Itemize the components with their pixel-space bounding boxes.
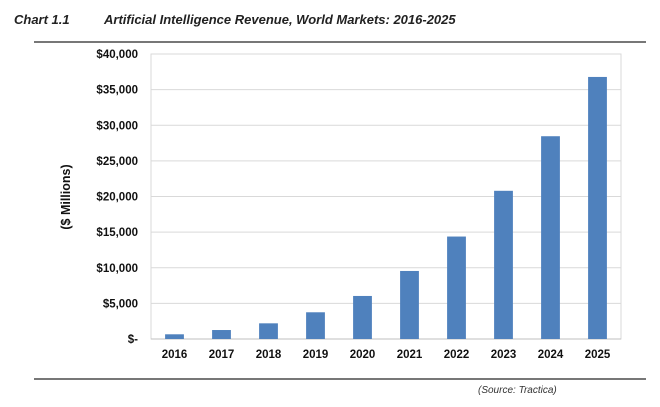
bottom-rule bbox=[34, 378, 646, 380]
x-tick-label: 2017 bbox=[209, 349, 235, 361]
top-rule bbox=[34, 41, 646, 43]
chart-number: Chart 1.1 bbox=[14, 12, 70, 27]
y-tick-label: $10,000 bbox=[96, 263, 138, 275]
bar-2021 bbox=[400, 270, 419, 339]
x-tick-label: 2021 bbox=[397, 349, 423, 361]
bar-2025 bbox=[588, 76, 607, 339]
x-tick-label: 2016 bbox=[162, 349, 188, 361]
y-tick-label: $25,000 bbox=[96, 156, 138, 168]
bar-2022 bbox=[447, 236, 466, 339]
bar-2020 bbox=[353, 295, 372, 339]
y-tick-label: $15,000 bbox=[96, 227, 138, 239]
y-tick-label: $- bbox=[128, 334, 138, 346]
x-tick-label: 2024 bbox=[538, 349, 564, 361]
y-tick-label: $20,000 bbox=[96, 192, 138, 204]
source-note: (Source: Tractica) bbox=[478, 385, 557, 396]
chart-title: Artificial Intelligence Revenue, World M… bbox=[104, 12, 456, 27]
x-tick-label: 2022 bbox=[444, 349, 470, 361]
bar-2023 bbox=[494, 190, 513, 339]
y-axis-label: ($ Millions) bbox=[59, 164, 73, 229]
x-tick-label: 2018 bbox=[256, 349, 282, 361]
bar-2018 bbox=[259, 323, 278, 339]
x-tick-label: 2020 bbox=[350, 349, 376, 361]
bar-2024 bbox=[541, 136, 560, 339]
x-tick-label: 2023 bbox=[491, 349, 517, 361]
bar-2017 bbox=[212, 330, 231, 339]
x-tick-label: 2019 bbox=[303, 349, 329, 361]
bar-2019 bbox=[306, 312, 325, 339]
y-tick-label: $35,000 bbox=[96, 85, 138, 97]
y-tick-label: $5,000 bbox=[103, 298, 138, 310]
bar-2016 bbox=[165, 334, 184, 339]
y-tick-label: $40,000 bbox=[96, 49, 138, 61]
x-tick-label: 2025 bbox=[585, 349, 611, 361]
y-tick-label: $30,000 bbox=[96, 120, 138, 132]
